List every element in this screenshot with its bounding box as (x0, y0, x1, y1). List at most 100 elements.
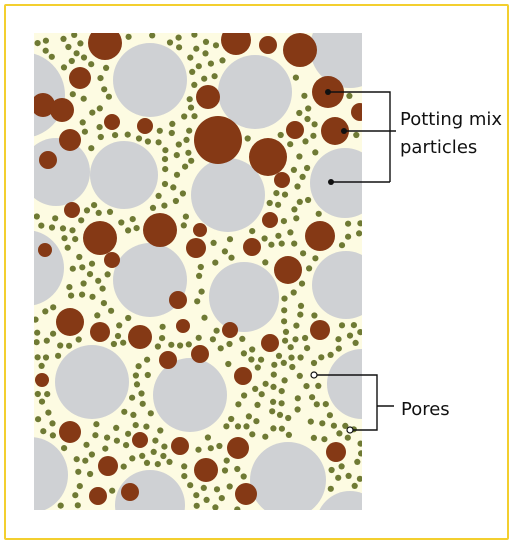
small-green-particle (159, 335, 166, 342)
small-green-particle (89, 109, 96, 116)
small-green-particle (42, 37, 50, 44)
small-green-particle (191, 81, 198, 88)
small-green-particle (245, 413, 252, 420)
small-green-particle (258, 391, 265, 398)
small-green-particle (270, 383, 277, 390)
medium-brown-particle (176, 319, 190, 333)
medium-brown-particle (169, 291, 187, 309)
small-green-particle (311, 121, 318, 128)
small-green-particle (49, 420, 56, 427)
small-green-particle (173, 171, 181, 178)
small-green-particle (161, 156, 169, 163)
small-green-particle (118, 219, 125, 226)
small-green-particle (354, 458, 361, 465)
small-green-particle (312, 255, 319, 262)
small-green-particle (299, 173, 306, 180)
large-grey-particle (34, 138, 90, 206)
small-green-particle (34, 339, 40, 346)
large-grey-particle (90, 141, 158, 209)
small-green-particle (166, 458, 173, 465)
small-green-particle (161, 202, 168, 209)
small-green-particle (159, 323, 166, 330)
small-green-particle (254, 401, 261, 408)
small-green-particle (72, 492, 79, 499)
medium-brown-particle (64, 202, 80, 218)
large-grey-particle (191, 158, 265, 232)
medium-brown-particle (171, 437, 189, 455)
small-green-particle (80, 54, 88, 61)
small-green-particle (294, 406, 301, 413)
small-green-particle (319, 420, 326, 427)
callouts (310, 89, 396, 434)
medium-brown-particle (34, 93, 55, 117)
medium-brown-particle (104, 252, 120, 268)
small-green-particle (55, 352, 62, 359)
small-green-particle (240, 350, 247, 357)
small-green-particle (42, 308, 49, 315)
small-green-particle (101, 86, 108, 93)
medium-brown-particle (121, 483, 139, 501)
small-green-particle (175, 34, 182, 41)
small-green-particle (34, 390, 41, 398)
small-green-particle (157, 427, 164, 434)
small-green-particle (132, 372, 139, 379)
small-green-particle (213, 486, 221, 493)
small-green-particle (290, 289, 297, 296)
small-green-particle (66, 342, 73, 349)
small-green-particle (68, 292, 75, 299)
small-green-particle (133, 225, 140, 232)
large-grey-particle (312, 251, 362, 319)
small-green-particle (330, 422, 337, 429)
small-green-particle (207, 60, 214, 67)
small-green-particle (350, 322, 357, 329)
small-green-particle (226, 340, 233, 348)
large-grey-particle (153, 358, 227, 432)
small-green-particle (281, 191, 289, 198)
small-green-particle (57, 502, 64, 509)
small-green-particle (293, 215, 300, 222)
small-green-particle (302, 138, 309, 145)
small-green-particle (92, 432, 99, 439)
small-green-particle (73, 50, 80, 57)
small-green-particle (193, 45, 200, 52)
small-green-particle (356, 475, 362, 482)
small-green-particle (287, 141, 294, 148)
small-green-particle (219, 57, 226, 64)
small-green-particle (156, 127, 163, 134)
medium-brown-particle (39, 151, 57, 169)
small-green-particle (276, 411, 284, 418)
small-green-particle (297, 311, 304, 318)
small-green-particle (161, 180, 169, 188)
small-green-particle (34, 354, 41, 361)
small-green-particle (304, 164, 311, 172)
small-green-particle (277, 131, 284, 139)
medium-brown-particle (132, 432, 148, 448)
small-green-particle (338, 242, 346, 249)
medium-brown-particle (89, 487, 107, 505)
medium-brown-particle (104, 114, 120, 130)
small-green-particle (144, 356, 151, 363)
small-green-particle (303, 383, 310, 390)
small-green-particle (296, 109, 303, 117)
small-green-particle (42, 47, 49, 54)
small-green-particle (34, 316, 39, 323)
small-green-particle (113, 437, 120, 444)
small-green-particle (96, 124, 103, 131)
small-green-particle (135, 135, 143, 142)
small-green-particle (335, 336, 342, 343)
small-green-particle (198, 288, 205, 295)
medium-brown-particle (128, 325, 152, 349)
large-grey-particle (327, 349, 362, 419)
small-green-particle (172, 197, 179, 205)
small-green-particle (72, 236, 79, 243)
small-green-particle (344, 434, 351, 441)
small-green-particle (234, 423, 242, 430)
small-green-particle (180, 222, 187, 229)
large-grey-particle (310, 148, 362, 218)
large-grey-particle (34, 437, 68, 510)
small-green-particle (189, 68, 196, 75)
small-green-particle (248, 356, 255, 363)
small-green-particle (38, 398, 46, 405)
small-green-particle (170, 184, 177, 191)
small-green-particle (79, 119, 86, 126)
